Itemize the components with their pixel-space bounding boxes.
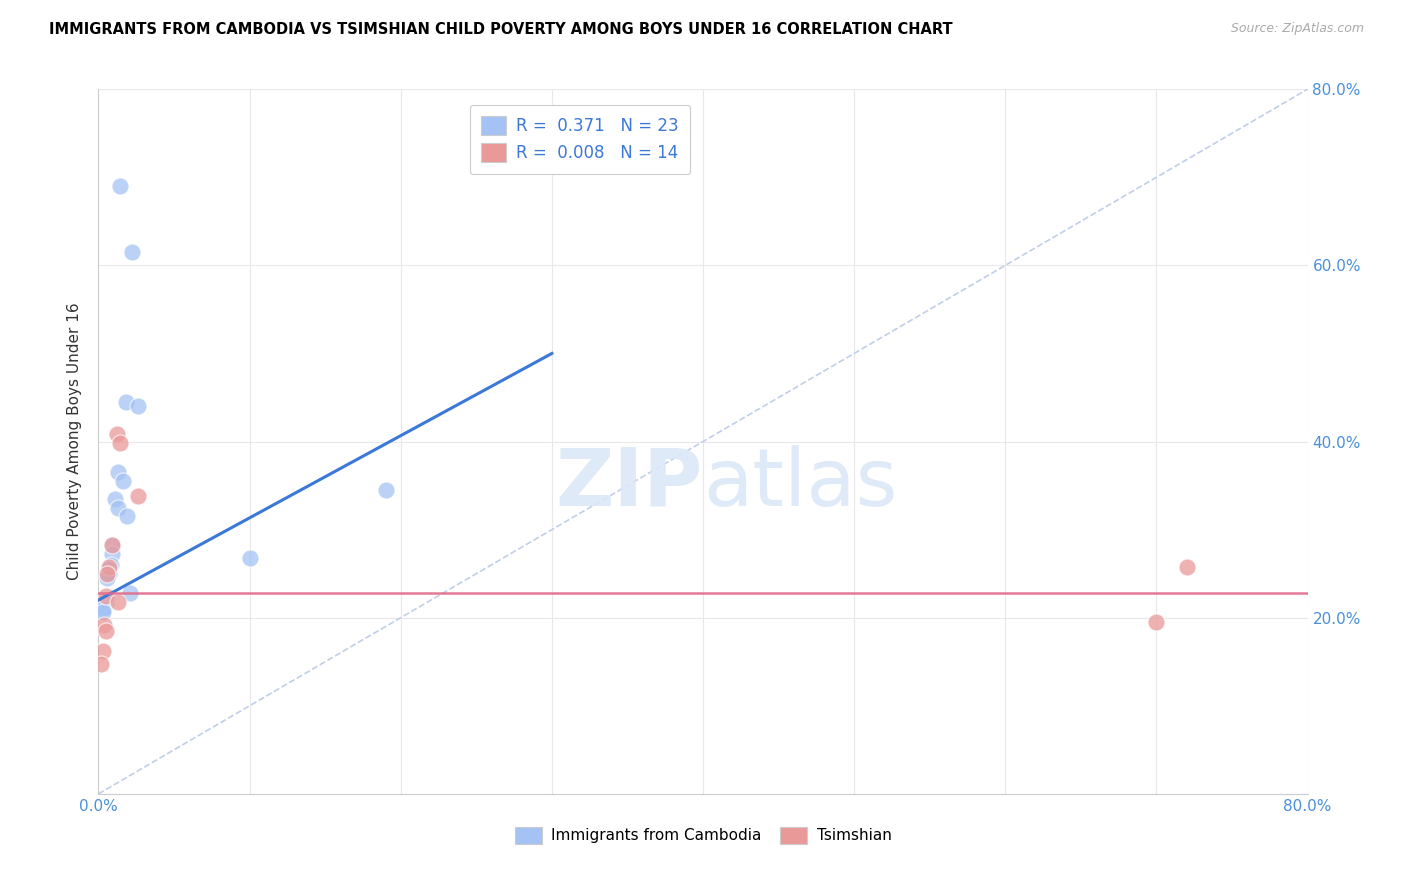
Point	[93, 600, 115, 615]
Point	[96, 593, 118, 607]
Point	[1144, 615, 1167, 629]
Point	[121, 245, 143, 260]
Point	[96, 566, 118, 581]
Point	[90, 657, 112, 671]
Point	[94, 624, 117, 638]
Point	[101, 547, 124, 561]
Point	[94, 589, 117, 603]
Point	[114, 395, 136, 409]
Text: ZIP: ZIP	[555, 445, 703, 523]
Point	[374, 483, 396, 497]
Text: atlas: atlas	[703, 445, 897, 523]
Point	[105, 427, 128, 442]
Text: Source: ZipAtlas.com: Source: ZipAtlas.com	[1230, 22, 1364, 36]
Y-axis label: Child Poverty Among Boys Under 16: Child Poverty Among Boys Under 16	[67, 302, 83, 581]
Point	[94, 598, 117, 612]
Point	[107, 466, 129, 480]
Point	[1175, 559, 1198, 574]
Text: IMMIGRANTS FROM CAMBODIA VS TSIMSHIAN CHILD POVERTY AMONG BOYS UNDER 16 CORRELAT: IMMIGRANTS FROM CAMBODIA VS TSIMSHIAN CH…	[49, 22, 953, 37]
Point	[91, 644, 114, 658]
Point	[93, 617, 115, 632]
Point	[107, 500, 129, 515]
Point	[98, 566, 121, 581]
Point	[108, 179, 131, 194]
Point	[98, 559, 121, 574]
Point	[107, 595, 129, 609]
Point	[91, 605, 114, 619]
Point	[96, 571, 118, 585]
Point	[91, 602, 114, 616]
Point	[108, 436, 131, 450]
Point	[127, 489, 149, 503]
Point	[101, 539, 124, 553]
Point	[101, 539, 124, 553]
Point	[111, 474, 134, 488]
Legend: Immigrants from Cambodia, Tsimshian: Immigrants from Cambodia, Tsimshian	[509, 821, 897, 850]
Point	[98, 562, 121, 576]
Point	[127, 399, 149, 413]
Point	[239, 550, 262, 565]
Point	[120, 586, 142, 600]
Point	[115, 509, 138, 524]
Point	[100, 558, 122, 572]
Point	[104, 491, 127, 506]
